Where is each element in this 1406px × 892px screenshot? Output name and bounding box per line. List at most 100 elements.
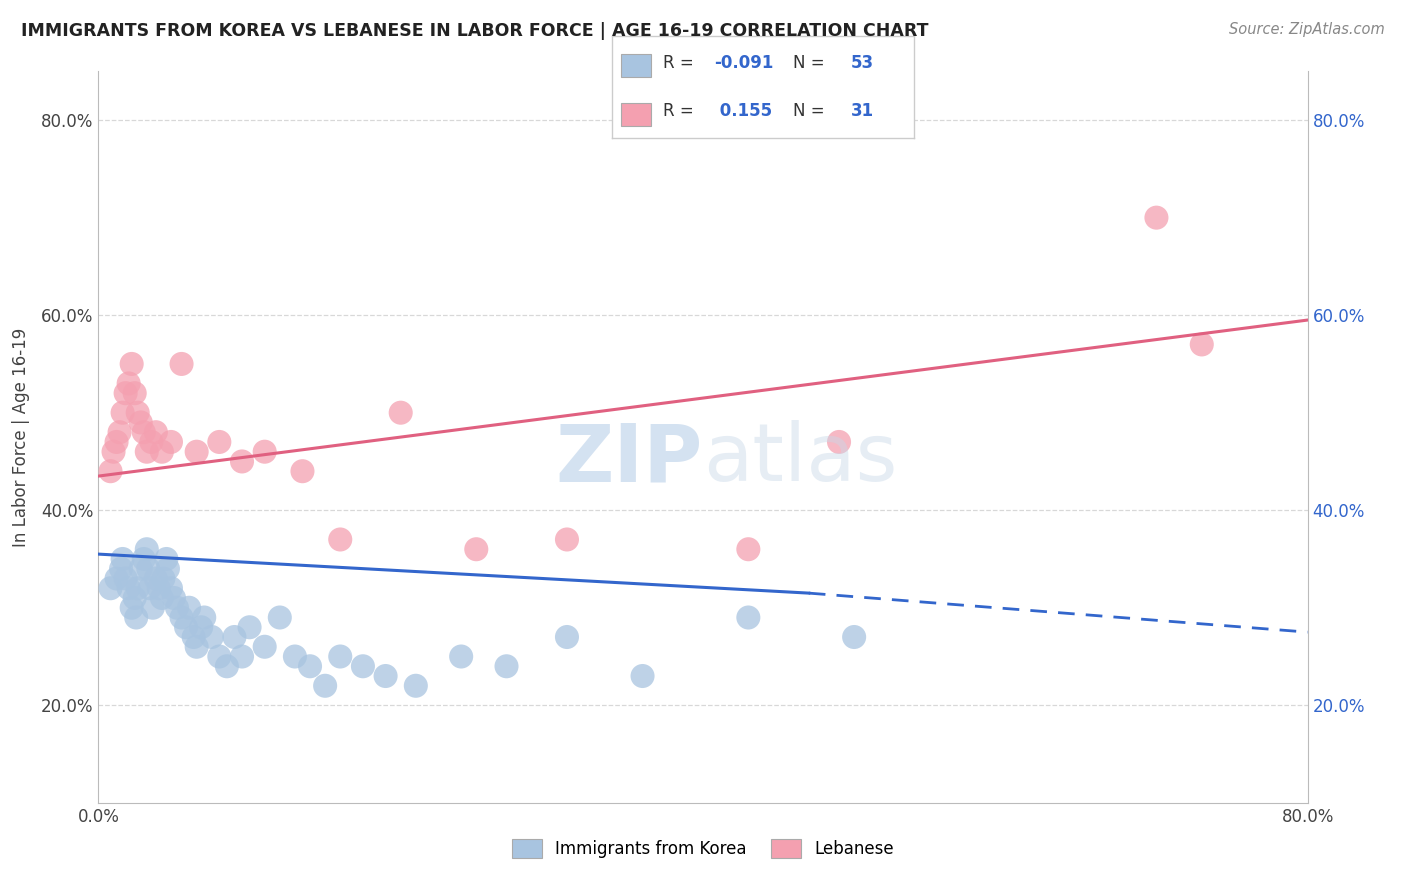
Point (215, 659, 238, 673)
Point (314, 679, 336, 693)
Text: N =: N = (793, 54, 830, 72)
Point (135, 542, 157, 557)
Point (737, 610, 759, 624)
FancyBboxPatch shape (620, 103, 651, 126)
Point (253, 444, 276, 458)
Text: N =: N = (793, 102, 830, 120)
Point (253, 640, 276, 654)
Text: atlas: atlas (703, 420, 897, 498)
Point (124, 386, 146, 401)
Point (129, 562, 152, 576)
Point (239, 620, 262, 634)
Point (179, 600, 201, 615)
Point (631, 669, 654, 683)
Point (163, 591, 186, 605)
Point (142, 600, 165, 615)
Point (450, 649, 472, 664)
Point (100, 581, 122, 595)
Point (114, 572, 136, 586)
Point (170, 610, 193, 624)
Point (299, 659, 322, 673)
Y-axis label: In Labor Force | Age 16-19: In Labor Force | Age 16-19 (11, 327, 30, 547)
Point (108, 425, 131, 440)
Point (156, 562, 179, 576)
Text: ZIP: ZIP (555, 420, 703, 498)
Point (224, 630, 246, 644)
Point (125, 610, 148, 624)
Point (127, 406, 149, 420)
Point (132, 425, 155, 440)
Point (118, 581, 141, 595)
Point (127, 581, 149, 595)
Point (1191, 337, 1213, 351)
Point (186, 444, 208, 458)
Point (183, 630, 205, 644)
Point (352, 659, 374, 673)
Text: R =: R = (664, 102, 699, 120)
Point (555, 630, 578, 644)
Text: 31: 31 (851, 102, 873, 120)
Point (405, 679, 427, 693)
Point (291, 464, 314, 478)
Point (150, 444, 173, 458)
Point (174, 620, 197, 634)
Point (155, 552, 177, 566)
Point (329, 649, 352, 664)
Point (231, 649, 253, 664)
Point (105, 434, 128, 449)
Point (329, 533, 352, 547)
Point (111, 406, 134, 420)
Point (103, 444, 125, 458)
Point (190, 620, 212, 634)
Text: R =: R = (664, 54, 699, 72)
Point (118, 376, 141, 391)
Point (170, 357, 193, 371)
Point (465, 542, 488, 557)
Point (152, 572, 174, 586)
Point (121, 600, 143, 615)
Point (284, 649, 307, 664)
Point (844, 630, 866, 644)
Point (136, 562, 159, 576)
Point (208, 649, 231, 664)
Text: -0.091: -0.091 (714, 54, 773, 72)
FancyBboxPatch shape (620, 54, 651, 77)
Point (124, 591, 146, 605)
Legend: Immigrants from Korea, Lebanese: Immigrants from Korea, Lebanese (505, 832, 901, 865)
Point (160, 434, 183, 449)
Point (129, 416, 152, 430)
Point (132, 552, 155, 566)
Point (110, 562, 132, 576)
Point (145, 425, 167, 440)
Point (186, 640, 208, 654)
Point (114, 386, 136, 401)
Text: 0.155: 0.155 (714, 102, 772, 120)
Point (201, 630, 224, 644)
Point (737, 542, 759, 557)
Point (148, 581, 170, 595)
Point (100, 464, 122, 478)
Text: 53: 53 (851, 54, 873, 72)
Text: Source: ZipAtlas.com: Source: ZipAtlas.com (1229, 22, 1385, 37)
Point (555, 533, 578, 547)
Point (105, 572, 128, 586)
Point (269, 610, 291, 624)
Point (150, 591, 173, 605)
Point (374, 669, 396, 683)
Point (111, 552, 134, 566)
Point (231, 454, 253, 468)
Point (145, 572, 167, 586)
Point (389, 406, 412, 420)
Point (121, 357, 143, 371)
Point (208, 434, 231, 449)
Point (135, 444, 157, 458)
Point (828, 434, 851, 449)
Point (166, 600, 188, 615)
Point (1144, 211, 1167, 225)
Point (193, 610, 215, 624)
Text: IMMIGRANTS FROM KOREA VS LEBANESE IN LABOR FORCE | AGE 16-19 CORRELATION CHART: IMMIGRANTS FROM KOREA VS LEBANESE IN LAB… (21, 22, 928, 40)
Point (141, 434, 163, 449)
Point (139, 581, 162, 595)
Point (495, 659, 517, 673)
Point (160, 581, 183, 595)
